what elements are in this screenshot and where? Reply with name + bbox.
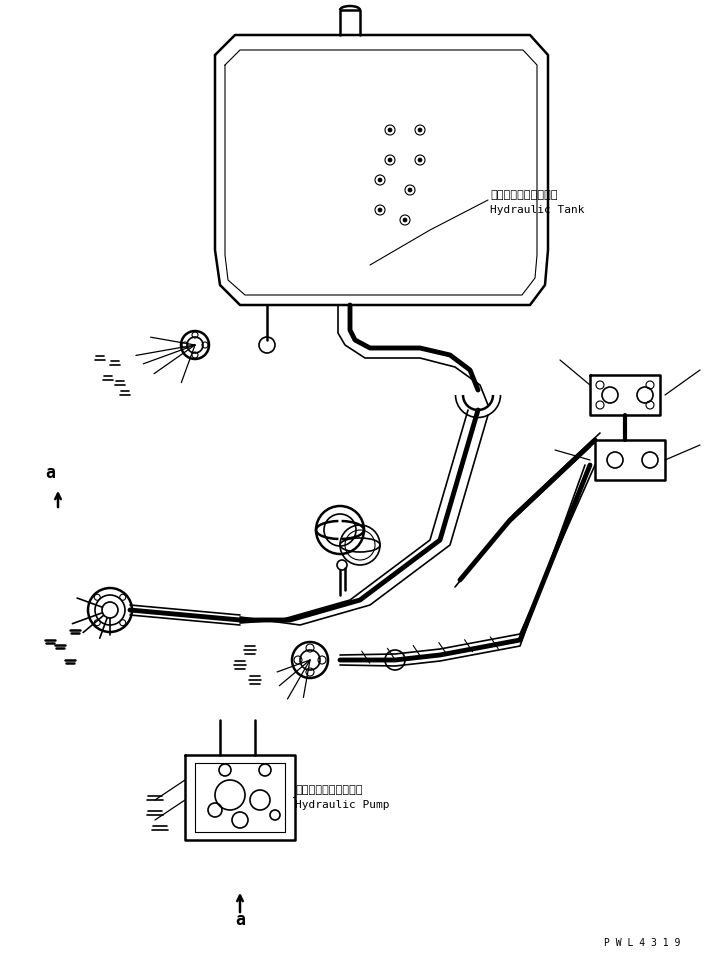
Circle shape <box>388 128 392 132</box>
Text: ハイドロリックタンク: ハイドロリックタンク <box>490 190 557 200</box>
Circle shape <box>403 218 407 222</box>
Text: Hydraulic Tank: Hydraulic Tank <box>490 205 585 215</box>
Text: a: a <box>45 464 55 482</box>
Text: a: a <box>235 911 245 929</box>
Text: P W L 4 3 1 9: P W L 4 3 1 9 <box>604 938 680 948</box>
Circle shape <box>378 178 382 182</box>
Text: ハイドロリックポンプ: ハイドロリックポンプ <box>295 785 362 795</box>
Circle shape <box>378 208 382 212</box>
Text: Hydraulic Pump: Hydraulic Pump <box>295 800 389 810</box>
Circle shape <box>102 602 118 618</box>
Circle shape <box>408 188 412 192</box>
Circle shape <box>388 158 392 162</box>
Circle shape <box>418 128 422 132</box>
Circle shape <box>418 158 422 162</box>
